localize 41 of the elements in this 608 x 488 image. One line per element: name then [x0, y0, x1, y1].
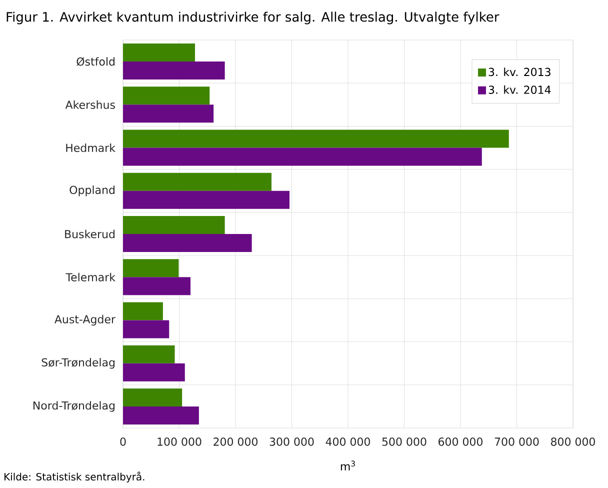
y-tick-label: Akershus — [65, 100, 115, 109]
bar — [123, 190, 290, 209]
x-tick-label: 800 000 — [551, 438, 595, 446]
bar — [123, 148, 482, 166]
bar — [123, 388, 182, 406]
bar — [123, 259, 179, 278]
y-tick-label: Oppland — [70, 186, 114, 196]
bar — [123, 363, 185, 382]
bar — [123, 216, 225, 234]
bar — [123, 104, 214, 123]
x-tick-label: 400 000 — [326, 438, 370, 446]
x-tick-label: 700 000 — [494, 438, 539, 446]
bar — [123, 86, 210, 105]
chart-title: Figur 1. Avvirket kvantum industrivirke for salg. Alle treslag. Utvalgte fylker — [6, 12, 500, 24]
y-tick-label: Nord-Trøndelag — [33, 401, 114, 412]
bar — [123, 172, 272, 191]
legend-label: 3. kv. 2013 — [488, 68, 550, 76]
bar — [123, 62, 225, 80]
x-tick-label: 200 000 — [214, 438, 258, 446]
bar — [123, 302, 163, 320]
bar — [123, 44, 195, 62]
text: Kilde: Statistisk sentralbyrå. — [4, 472, 144, 482]
y-tick-label: Sør-Trøndelag — [42, 358, 115, 369]
y-tick-label: Hedmark — [66, 144, 116, 152]
bar — [123, 345, 175, 364]
legend-label: 3. kv. 2014 — [488, 85, 551, 94]
bar — [123, 234, 252, 252]
y-tick-label: Telemark — [66, 272, 116, 282]
bar — [123, 277, 190, 296]
bar — [123, 320, 170, 338]
y-tick-label: Aust-Agder — [54, 314, 116, 326]
bar — [123, 130, 509, 148]
x-tick-label: 500 000 — [382, 438, 426, 446]
x-axis-title: m$^{3}$ — [340, 460, 355, 470]
x-tick-label: 600 000 — [438, 438, 482, 446]
x-tick-label: 100 000 — [158, 438, 202, 446]
y-tick-label: Østfold — [76, 57, 114, 66]
bar — [123, 406, 199, 424]
y-tick-label: Buskerud — [65, 230, 114, 238]
x-tick-label: 0 — [120, 438, 126, 446]
x-tick-label: 300 000 — [270, 438, 314, 446]
